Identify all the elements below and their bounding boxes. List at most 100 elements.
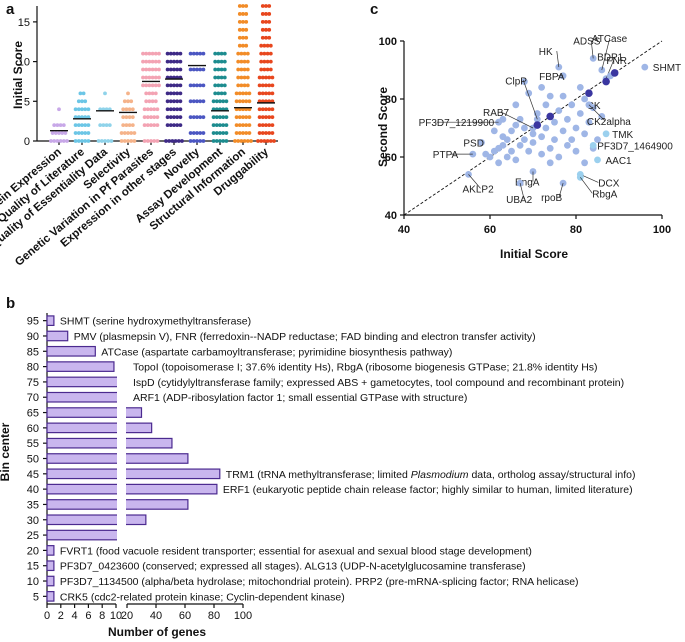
panel-a-point — [150, 67, 155, 72]
panel-a-point — [142, 139, 147, 143]
panel-a-point — [216, 83, 221, 88]
panel-a-point — [155, 139, 160, 143]
panel-b-y-tick-label: 60 — [27, 423, 39, 435]
panel-b-y-axis-title: Bin center — [0, 422, 12, 481]
panel-c-point-label: rpoB — [541, 193, 562, 204]
panel-a-point — [239, 83, 244, 88]
panel-c-labeled-point — [598, 66, 606, 74]
panel-a-point — [264, 27, 268, 32]
panel-b-bin-annotation: PF3D7_1134500 (alpha/beta hydrolase; mit… — [60, 576, 579, 588]
panel-a-point — [168, 59, 173, 64]
panel-a-point — [268, 59, 273, 64]
panel-a-point — [270, 91, 275, 96]
panel-a-point — [175, 91, 180, 96]
panel-a-point — [237, 35, 242, 40]
panel-c-point-label: BDP1 — [597, 53, 624, 64]
panel-a-point — [260, 19, 265, 24]
panel-a-point — [267, 115, 272, 120]
panel-a-point — [165, 91, 170, 96]
panel-a-point — [81, 91, 86, 96]
panel-a-point — [195, 83, 199, 88]
panel-a-point — [264, 91, 268, 96]
panel-a-point — [242, 51, 247, 56]
panel-a-point — [216, 67, 221, 72]
panel-a-point — [165, 51, 170, 56]
panel-a-point — [221, 99, 226, 104]
panel-a-point — [98, 123, 103, 128]
panel-a-point — [168, 99, 173, 104]
panel-a-point — [198, 115, 203, 120]
panel-a-point — [147, 99, 152, 104]
panel-a-point — [201, 99, 206, 104]
panel-a-point — [150, 51, 155, 56]
panel-a-point — [264, 19, 268, 24]
panel-a-point — [270, 123, 275, 128]
panel-c-point — [521, 136, 528, 144]
panel-a-point — [86, 131, 91, 135]
panel-b-x-tick-label: 4 — [72, 610, 78, 622]
panel-c-point — [576, 110, 584, 117]
panel-a-point — [236, 51, 241, 56]
panel-a-point — [99, 139, 104, 143]
panel-a-point — [144, 67, 149, 72]
panel-c-point — [585, 118, 593, 126]
panel-b-bar — [46, 483, 218, 495]
panel-a-point — [264, 115, 268, 120]
panel-c-point — [559, 127, 567, 135]
panel-a-point — [144, 99, 149, 104]
panel-a-point — [80, 99, 84, 104]
panel-a-point — [264, 75, 268, 80]
panel-a-point — [155, 115, 160, 120]
panel-c-x-tick-label: 100 — [653, 224, 671, 236]
panel-a-point — [145, 139, 150, 143]
panel-a-point — [259, 59, 264, 64]
panel-a-point — [147, 59, 152, 64]
panel-a-point — [214, 139, 219, 143]
panel-a-point — [188, 131, 193, 135]
panel-a-point — [242, 75, 247, 80]
panel-c-labeled-point — [576, 173, 584, 181]
panel-a-point — [264, 107, 268, 112]
panel-a-point — [65, 139, 69, 143]
panel-a-point — [157, 67, 161, 72]
panel-a-point — [237, 27, 242, 32]
panel-a-point — [221, 139, 226, 143]
panel-b-bar — [46, 391, 121, 403]
panel-a-point — [218, 99, 222, 104]
panel-c-point — [529, 139, 537, 146]
panel-a-point — [178, 123, 183, 128]
panel-a-point — [241, 19, 245, 24]
panel-a-point — [265, 43, 270, 48]
panel-a-point — [155, 123, 160, 128]
panel-a-point — [73, 107, 78, 112]
panel-a-point — [150, 75, 155, 80]
panel-a-point — [247, 123, 252, 128]
panel-a-point — [55, 123, 60, 128]
panel-a-point — [244, 99, 249, 104]
panel-a-point — [237, 131, 242, 135]
panel-a-point — [224, 99, 229, 104]
panel-a-point — [264, 35, 268, 40]
panel-c-point-label: TMK — [612, 130, 633, 141]
panel-b-y-tick-label: 85 — [27, 346, 39, 358]
panel-a-point — [121, 123, 126, 128]
panel-c-point — [508, 127, 515, 135]
panel-a-point — [224, 139, 229, 143]
panel-a-point — [175, 123, 180, 128]
panel-c-point — [521, 124, 528, 132]
panel-a-point — [168, 123, 173, 128]
panel-a-point — [76, 123, 81, 128]
panel-c-x-tick-label: 60 — [484, 224, 496, 236]
panel-a-point — [268, 67, 273, 72]
panel-a-point — [176, 139, 181, 143]
panel-a-point — [219, 67, 224, 72]
panel-a-point — [122, 99, 127, 104]
panel-a-point — [122, 139, 127, 143]
panel-a-point — [272, 139, 276, 143]
panel-a-point — [49, 139, 53, 143]
panel-c-point — [572, 124, 580, 132]
panel-c-point — [529, 130, 537, 138]
panel-a-point — [157, 83, 161, 88]
panel-a-point — [144, 59, 149, 64]
panel-a-point — [265, 59, 270, 64]
